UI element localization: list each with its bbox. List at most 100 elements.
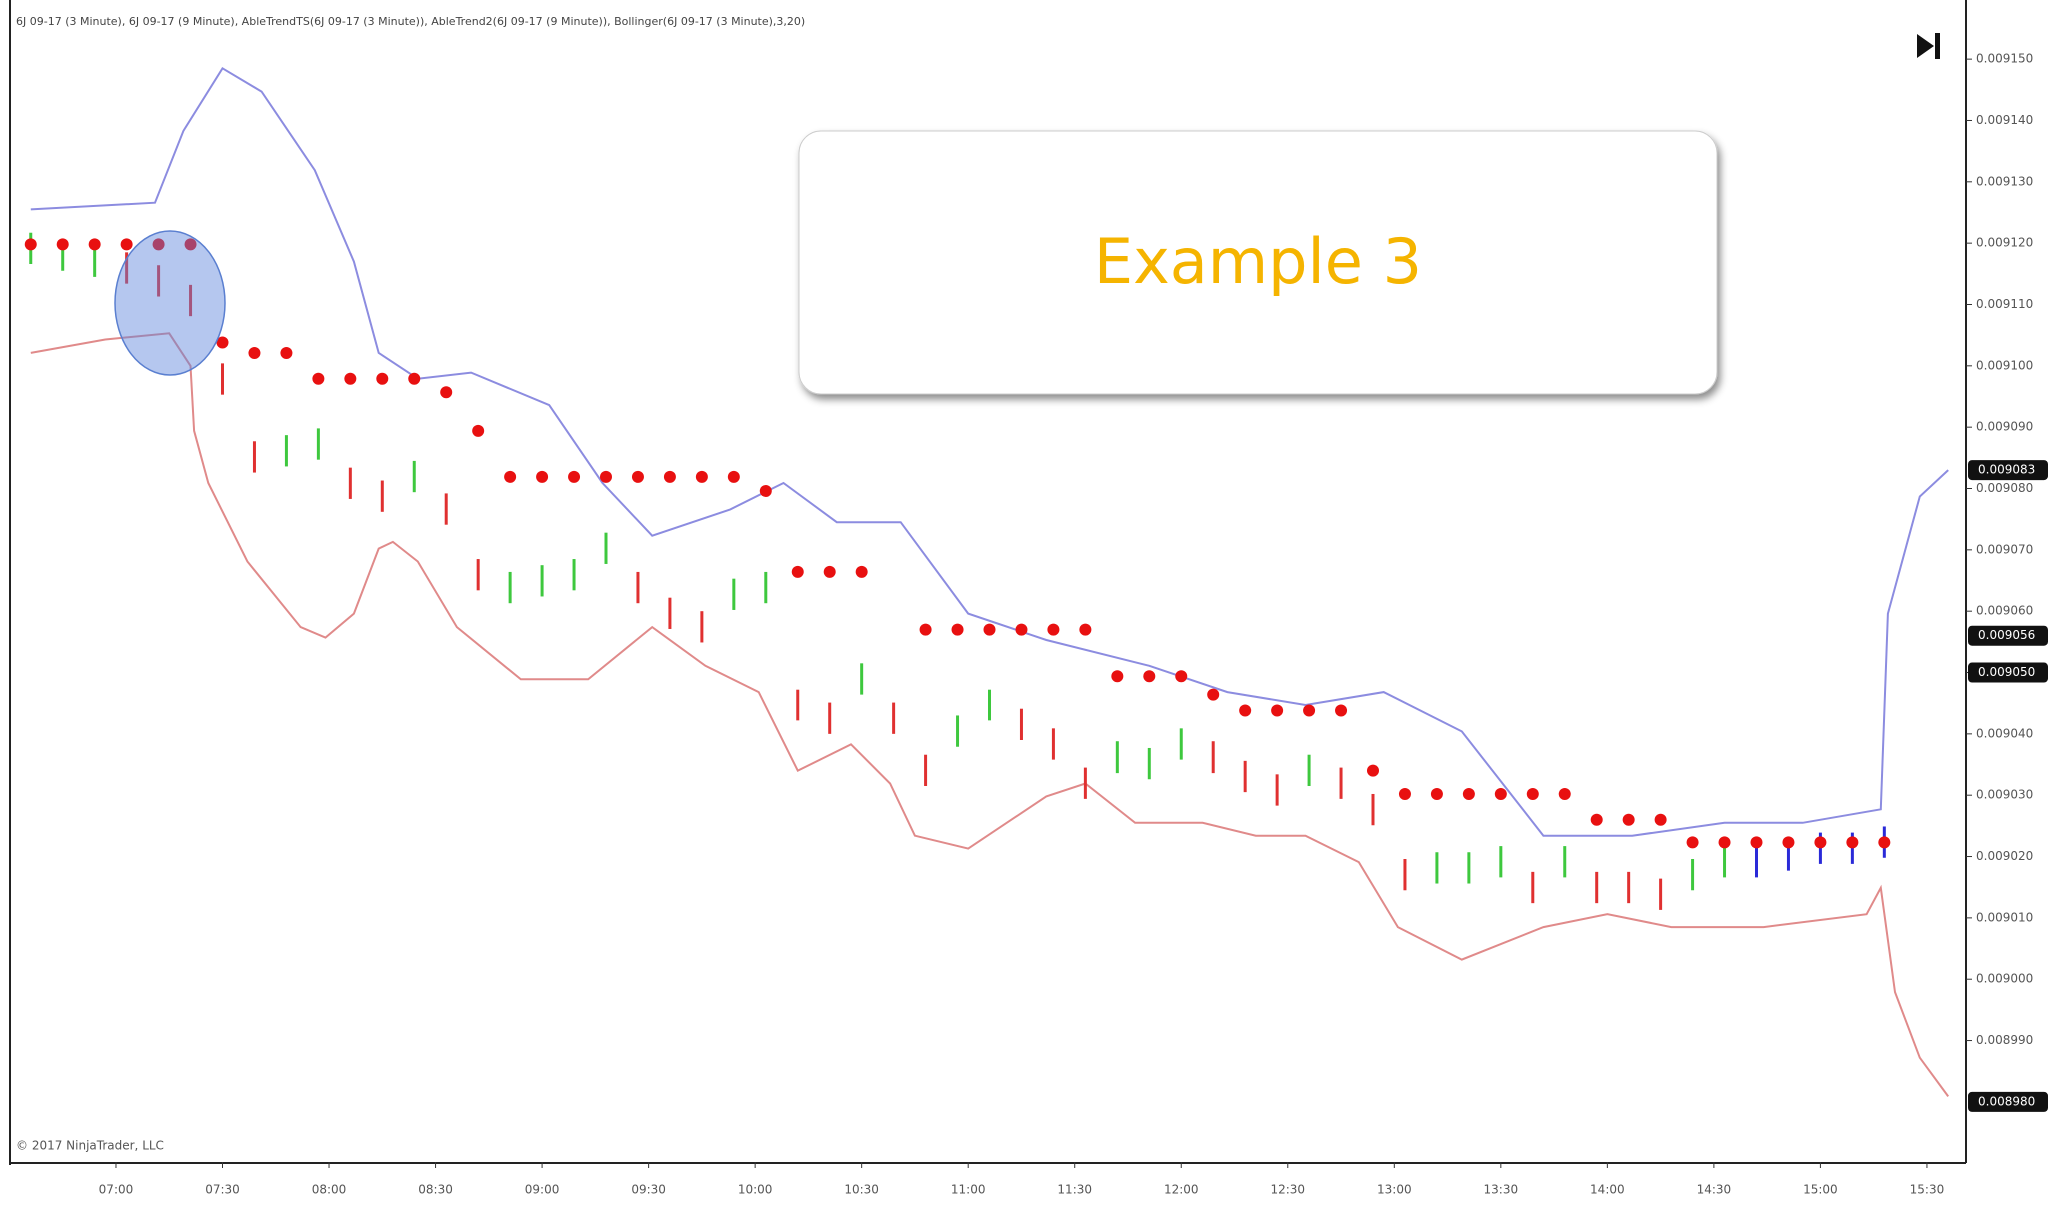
trend-stop-dot: [1526, 787, 1539, 800]
annotation-text: Example 3: [1094, 225, 1422, 298]
x-tick-label: 13:30: [1484, 1183, 1519, 1197]
trend-stop-dot: [184, 238, 197, 251]
y-tick-label: 0.009070: [1976, 542, 2033, 556]
y-tick-label: 0.009120: [1976, 236, 2033, 250]
trend-stop-dot: [1079, 623, 1092, 636]
trend-stop-dot: [536, 470, 549, 483]
x-tick-label: 09:30: [631, 1183, 666, 1197]
trend-stop-dot: [1111, 670, 1124, 683]
play-icon[interactable]: [1917, 34, 1934, 58]
y-tick-label: 0.009080: [1976, 481, 2033, 495]
trend-stop-dot: [1590, 813, 1603, 826]
trend-stop-dot: [759, 484, 772, 497]
trend-stop-dot: [376, 372, 389, 385]
trend-stop-dot: [88, 238, 101, 251]
price-marker-label: 0.009083: [1978, 463, 2035, 477]
trend-stop-dot: [823, 565, 836, 578]
trend-stop-dot: [472, 424, 485, 437]
y-tick-label: 0.009090: [1976, 420, 2033, 434]
x-tick-label: 10:30: [844, 1183, 879, 1197]
trend-stop-dot: [600, 470, 613, 483]
trend-stop-dot: [1494, 787, 1507, 800]
y-tick-label: 0.008990: [1976, 1033, 2033, 1047]
trend-stop-dot: [1335, 704, 1348, 717]
y-tick-label: 0.009060: [1976, 604, 2033, 618]
x-tick-label: 11:30: [1057, 1183, 1092, 1197]
trend-stop-dot: [1239, 704, 1252, 717]
trend-stop-dot: [152, 238, 165, 251]
x-tick-label: 12:30: [1270, 1183, 1305, 1197]
trend-stop-dot: [312, 372, 325, 385]
trend-stop-dot: [1207, 688, 1220, 701]
trend-stop-dot: [727, 470, 740, 483]
trend-stop-dot: [1654, 813, 1667, 826]
trend-stop-dot: [1430, 787, 1443, 800]
x-tick-label: 11:00: [951, 1183, 986, 1197]
trend-stop-dot: [1750, 836, 1763, 849]
trend-stop-dot: [1558, 787, 1571, 800]
trend-stop-dot: [1718, 836, 1731, 849]
y-tick-label: 0.009010: [1976, 910, 2033, 924]
trend-stop-dot: [1878, 836, 1891, 849]
trend-stop-dot: [440, 386, 453, 399]
trend-stop-dot: [695, 470, 708, 483]
trend-stop-dot: [1846, 836, 1859, 849]
price-marker-label: 0.008980: [1978, 1094, 2035, 1108]
plot-area: 0.009150 0.009140 0.009130 0.009120 0.009110…: [24, 52, 2033, 1197]
bollinger-lower: [30, 332, 1950, 1097]
trend-stop-dot: [983, 623, 996, 636]
trend-stop-dot: [1015, 623, 1028, 636]
trend-stop-dot: [1303, 704, 1316, 717]
price-marker: [1968, 1091, 2048, 1112]
trend-stop-dot: [1622, 813, 1635, 826]
trend-stop-dot: [24, 238, 37, 251]
price-marker-label: 0.009056: [1978, 628, 2035, 642]
y-tick-label: 0.009020: [1976, 849, 2033, 863]
trend-stop-dot: [855, 565, 868, 578]
trend-stop-dot: [408, 372, 421, 385]
x-tick-label: 13:00: [1377, 1183, 1412, 1197]
trend-stop-dot: [1271, 704, 1284, 717]
trend-stop-dot: [280, 346, 293, 359]
trend-stop-dot: [56, 238, 69, 251]
y-tick-label: 0.009130: [1976, 174, 2033, 188]
trend-stop-dot: [120, 238, 133, 251]
trend-stop-dot: [1047, 623, 1060, 636]
x-tick-label: 15:00: [1803, 1183, 1838, 1197]
scroll-end-button[interactable]: [1917, 33, 1940, 59]
trend-stop-dot: [1814, 836, 1827, 849]
trend-stop-dot: [1462, 787, 1475, 800]
end-bar-icon[interactable]: [1935, 33, 1940, 59]
trend-stop-dot: [1143, 670, 1156, 683]
trend-stop-dot: [1398, 787, 1411, 800]
x-tick-label: 08:00: [312, 1183, 347, 1197]
trend-stop-dot: [631, 470, 644, 483]
trend-stop-dot: [216, 336, 229, 349]
x-tick-label: 14:00: [1590, 1183, 1625, 1197]
y-tick-label: 0.009100: [1976, 358, 2033, 372]
trend-stop-dot: [1782, 836, 1795, 849]
trend-stop-dot: [919, 623, 932, 636]
x-tick-label: 07:00: [99, 1183, 134, 1197]
price-marker: [1968, 625, 2048, 646]
x-tick-label: 10:00: [738, 1183, 773, 1197]
bollinger-upper: [30, 66, 1949, 837]
y-tick-label: 0.009040: [1976, 726, 2033, 740]
trend-stop-dot: [344, 372, 357, 385]
highlight-ellipse: [114, 230, 226, 376]
chart-header: 6J 09-17 (3 Minute), 6J 09-17 (9 Minute)…: [16, 15, 805, 28]
price-marker: [1968, 460, 2048, 481]
trend-stop-dot: [951, 623, 964, 636]
y-tick-label: 0.009110: [1976, 297, 2033, 311]
x-tick-label: 09:00: [525, 1183, 560, 1197]
x-tick-label: 08:30: [418, 1183, 453, 1197]
y-tick-label: 0.009000: [1976, 972, 2033, 986]
trend-stop-dot: [1366, 764, 1379, 777]
x-tick-label: 12:00: [1164, 1183, 1199, 1197]
trend-stop-dot: [791, 565, 804, 578]
x-tick-label: 07:30: [205, 1183, 240, 1197]
trend-stop-dot: [568, 470, 581, 483]
trend-stop-dot: [504, 470, 517, 483]
